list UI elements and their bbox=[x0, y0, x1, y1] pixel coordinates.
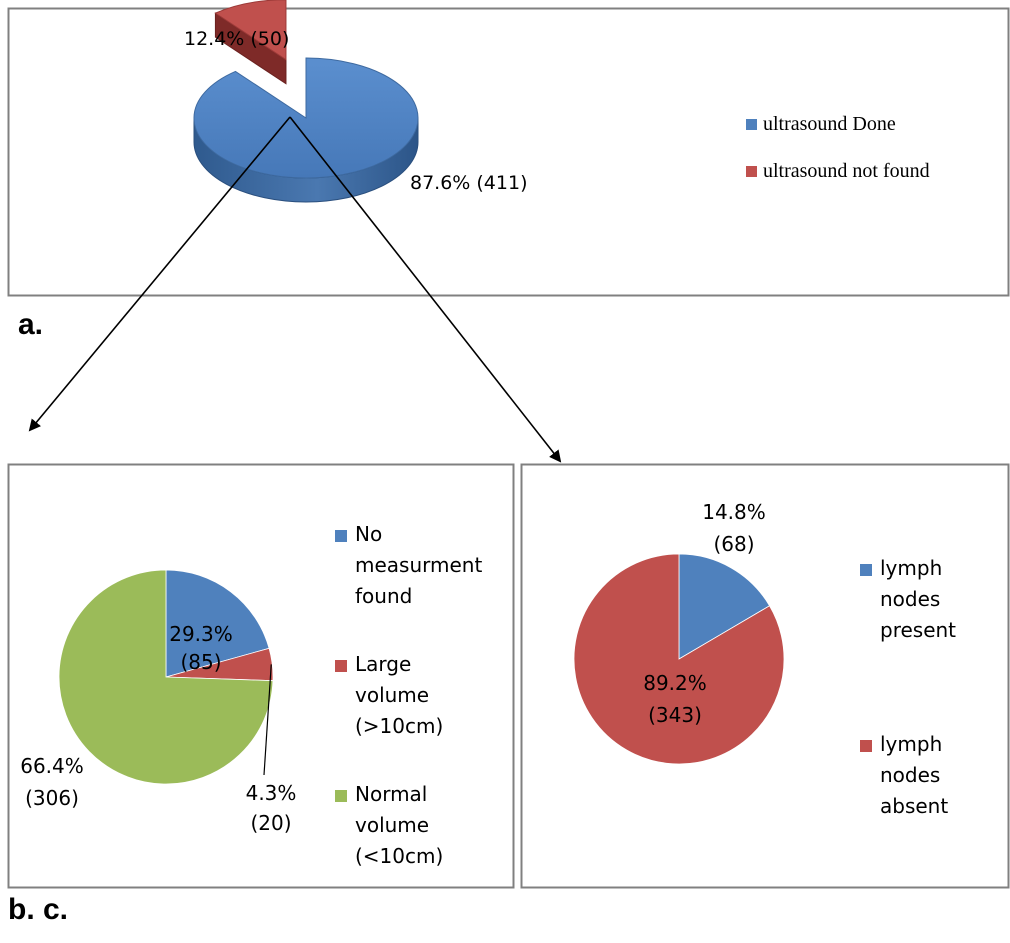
legend-label-lymph-absent-2: absent bbox=[880, 794, 948, 818]
panel-label-bc: b. c. bbox=[8, 893, 69, 926]
legend-label-lymph-present-1: nodes bbox=[880, 587, 940, 611]
label-lymph-present-count: (68) bbox=[713, 532, 754, 556]
legend-label-no-measurement-2: found bbox=[355, 584, 412, 608]
legend-label-1: ultrasound not found bbox=[763, 160, 930, 182]
legend-swatch-lymph-absent bbox=[860, 740, 872, 752]
legend-label-large-volume-1: volume bbox=[355, 683, 429, 707]
label-normal-volume-count: (306) bbox=[25, 786, 79, 810]
legend-label-large-volume-0: Large bbox=[355, 652, 411, 676]
panel-c-frame bbox=[520, 463, 1010, 889]
legend-label-normal-volume-2: (<10cm) bbox=[355, 844, 443, 868]
legend-swatch-large-volume bbox=[335, 660, 347, 672]
slice-ultrasound-done bbox=[193, 57, 419, 179]
legend-label-lymph-present-0: lymph bbox=[880, 556, 942, 580]
label-ultrasound-done: 87.6% (411) bbox=[410, 172, 528, 194]
panel-label-a: a. bbox=[18, 308, 44, 341]
legend-swatch-lymph-present bbox=[860, 564, 872, 576]
legend-label-lymph-absent-1: nodes bbox=[880, 763, 940, 787]
panel-a-frame bbox=[7, 7, 1010, 297]
legend-label-normal-volume-1: volume bbox=[355, 813, 429, 837]
label-no-measurement-count: (85) bbox=[180, 650, 221, 674]
legend-label-lymph-present-2: present bbox=[880, 618, 956, 642]
label-no-measurement-pct: 29.3% bbox=[169, 622, 233, 646]
leader-line-large-volume bbox=[263, 664, 272, 776]
chart-a: 87.6% (411) 12.4% (50) ultrasound Done ultr… bbox=[184, 0, 930, 203]
slice-lymph-nodes-absent bbox=[573, 553, 785, 765]
legend-label-large-volume-2: (>10cm) bbox=[355, 714, 443, 738]
legend-label-no-measurement-0: No bbox=[355, 522, 382, 546]
panel-b-frame bbox=[7, 463, 515, 889]
label-lymph-present-pct: 14.8% bbox=[702, 500, 766, 524]
slice-ultrasound-not-found bbox=[214, 0, 287, 61]
label-lymph-absent-count: (343) bbox=[648, 703, 702, 727]
label-lymph-absent-pct: 89.2% bbox=[643, 671, 707, 695]
legend-label-lymph-absent-0: lymph bbox=[880, 732, 942, 756]
arrow-to-panel-c bbox=[289, 116, 562, 463]
legend-label-normal-volume-0: Normal bbox=[355, 782, 427, 806]
chart-c: 14.8% (68) 89.2% (343) lymph nodes present lymp… bbox=[573, 500, 956, 818]
label-normal-volume-pct: 66.4% bbox=[20, 754, 84, 778]
label-large-volume-count: (20) bbox=[250, 811, 291, 835]
slice-no-measurement bbox=[165, 569, 270, 678]
legend-swatch-normal-volume bbox=[335, 790, 347, 802]
label-large-volume-pct: 4.3% bbox=[246, 781, 297, 805]
legend-label-no-measurement-1: measurment bbox=[355, 553, 482, 577]
slice-lymph-nodes-present bbox=[678, 553, 771, 660]
label-ultrasound-not-found: 12.4% (50) bbox=[184, 28, 289, 50]
legend-swatch-0 bbox=[746, 119, 757, 130]
arrow-to-panel-b bbox=[28, 116, 291, 432]
legend-label-0: ultrasound Done bbox=[763, 113, 896, 135]
chart-b: 29.3% (85) 4.3% (20) 66.4% (306) No measurment f… bbox=[20, 522, 482, 868]
slice-normal-volume bbox=[58, 569, 274, 785]
legend-swatch-1 bbox=[746, 166, 757, 177]
legend-swatch-no-measurement bbox=[335, 530, 347, 542]
